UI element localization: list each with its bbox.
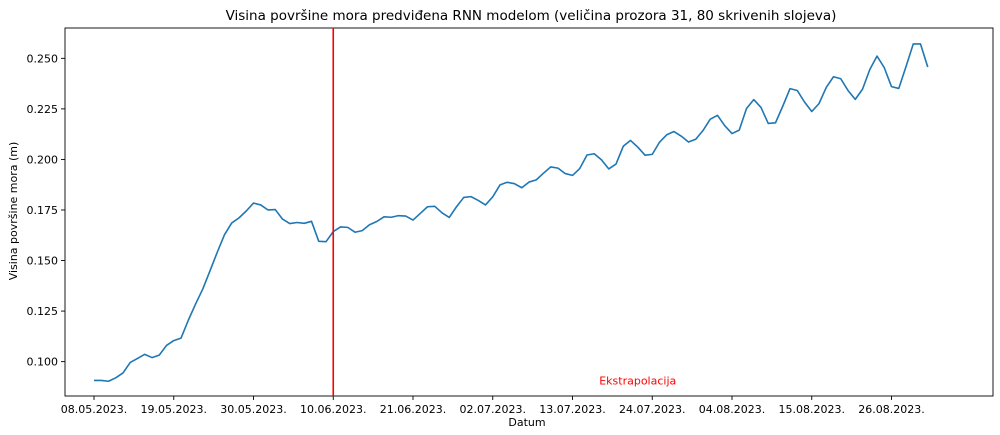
x-tick-label: 21.06.2023. — [380, 403, 446, 416]
extrapolation-annotation: Ekstrapolacija — [599, 375, 676, 388]
x-tick-label: 19.05.2023. — [141, 403, 207, 416]
x-tick-label: 02.07.2023. — [460, 403, 526, 416]
x-tick-label: 10.06.2023. — [300, 403, 366, 416]
x-tick-label: 04.08.2023. — [699, 403, 765, 416]
x-tick-label: 13.07.2023. — [539, 403, 605, 416]
x-axis: 08.05.2023. 19.05.2023. 30.05.2023. 10.06.2… — [61, 396, 925, 416]
chart-marks — [94, 28, 929, 396]
y-tick-label: 0.250 — [27, 52, 59, 65]
x-tick-label: 26.08.2023. — [858, 403, 924, 416]
plot-area — [64, 27, 994, 397]
y-tick-label: 0.200 — [27, 153, 59, 166]
plot-frame — [64, 27, 994, 397]
x-tick-label: 24.07.2023. — [619, 403, 685, 416]
y-tick-label: 0.125 — [27, 305, 59, 318]
y-tick-label: 0.225 — [27, 103, 59, 116]
series-line-0 — [94, 43, 929, 383]
y-axis: 0.100 0.125 0.150 0.175 0.200 0.225 0.250 — [27, 52, 65, 369]
y-tick-label: 0.175 — [27, 204, 59, 217]
y-tick-label: 0.150 — [27, 255, 59, 268]
x-axis-label: Datum — [508, 416, 545, 429]
x-tick-label: 08.05.2023. — [61, 403, 127, 416]
y-axis-label: Visina površine mora (m) — [7, 142, 20, 281]
y-tick-label: 0.100 — [27, 356, 59, 369]
x-tick-label: 30.05.2023. — [220, 403, 286, 416]
chart-title: Visina površine mora predviđena RNN mode… — [226, 8, 837, 24]
x-tick-label: 15.08.2023. — [779, 403, 845, 416]
